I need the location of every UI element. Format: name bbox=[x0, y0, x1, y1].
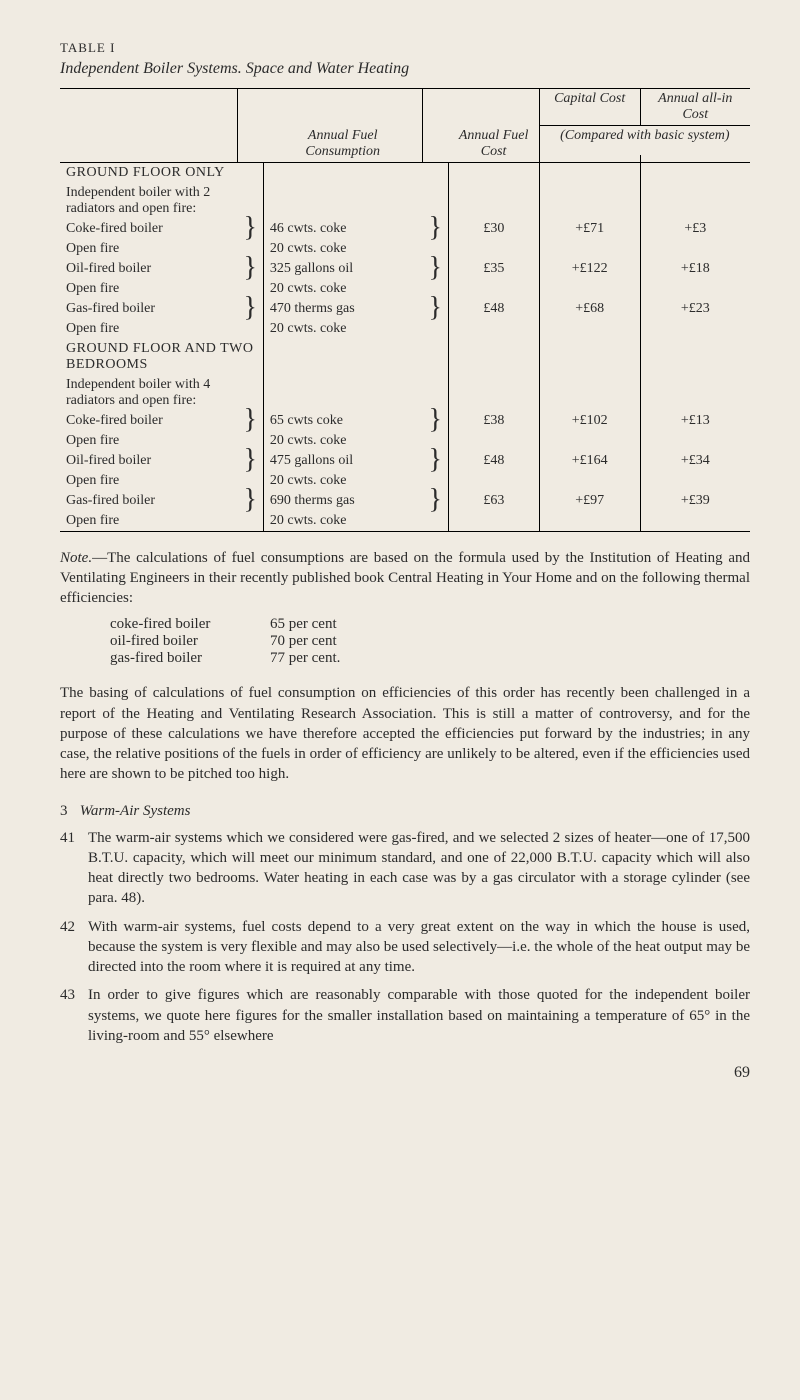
table-title: Independent Boiler Systems. Space and Wa… bbox=[60, 60, 750, 78]
list-item: coke-fired boiler 65 per cent bbox=[110, 616, 750, 633]
eff-value: 77 per cent. bbox=[270, 650, 340, 667]
g2r0-fuel2: 20 cwts. coke bbox=[263, 431, 422, 451]
th-allin-cost: Annual all-in Cost bbox=[640, 89, 750, 126]
g2r1-fuel2: 20 cwts. coke bbox=[263, 471, 422, 491]
note-text: —The calculations of fuel consumptions a… bbox=[60, 550, 750, 607]
g2r2-fuel2: 20 cwts. coke bbox=[263, 511, 422, 532]
g2r0-cap: +£102 bbox=[539, 411, 640, 451]
th-annual-fuel-cost: Annual Fuel Cost bbox=[449, 126, 540, 163]
g2r2-allin: +£39 bbox=[640, 491, 750, 532]
g1r0-fuel1: 46 cwts. coke bbox=[263, 219, 422, 239]
para-text: The warm-air systems which we considered… bbox=[88, 828, 750, 909]
g1r0-cost: £30 bbox=[449, 219, 540, 259]
brace-icon: } bbox=[237, 299, 263, 339]
g2r1-fuel1: 475 gallons oil bbox=[263, 451, 422, 471]
paragraph-43: 43 In order to give figures which are re… bbox=[60, 985, 750, 1046]
brace-icon: } bbox=[237, 491, 263, 532]
g2r2-sys1: Gas-fired boiler bbox=[60, 491, 237, 511]
list-item: gas-fired boiler 77 per cent. bbox=[110, 650, 750, 667]
g2r1-allin: +£34 bbox=[640, 451, 750, 491]
g1r0-fuel2: 20 cwts. coke bbox=[263, 239, 422, 259]
g1r1-cap: +£122 bbox=[539, 259, 640, 299]
para-number: 43 bbox=[60, 985, 88, 1046]
g2r1-sys1: Oil-fired boiler bbox=[60, 451, 237, 471]
eff-value: 65 per cent bbox=[270, 616, 337, 633]
section-number: 3 bbox=[60, 803, 76, 820]
para-text: In order to give figures which are reaso… bbox=[88, 985, 750, 1046]
section-title: Warm-Air Systems bbox=[80, 803, 191, 819]
g2r0-cost: £38 bbox=[449, 411, 540, 451]
g1r0-allin: +£3 bbox=[640, 219, 750, 259]
paragraph-41: 41 The warm-air systems which we conside… bbox=[60, 828, 750, 909]
g1r2-sys2: Open fire bbox=[60, 319, 237, 339]
g1r1-sys2: Open fire bbox=[60, 279, 237, 299]
th-annual-fuel-consumption: Annual Fuel Consumption bbox=[263, 126, 422, 163]
g1r2-fuel1: 470 therms gas bbox=[263, 299, 422, 319]
th-capital-cost: Capital Cost bbox=[539, 89, 640, 126]
brace-icon: } bbox=[423, 299, 449, 339]
para-text: With warm-air systems, fuel costs depend… bbox=[88, 917, 750, 978]
g1r2-fuel2: 20 cwts. coke bbox=[263, 319, 422, 339]
g2r1-cap: +£164 bbox=[539, 451, 640, 491]
efficiency-list: coke-fired boiler 65 per cent oil-fired … bbox=[110, 616, 750, 667]
note-paragraph: Note.—The calculations of fuel consumpti… bbox=[60, 548, 750, 609]
group1-heading: GROUND FLOOR ONLY bbox=[60, 162, 263, 183]
g2r1-sys2: Open fire bbox=[60, 471, 237, 491]
g1r2-allin: +£23 bbox=[640, 299, 750, 339]
group2-subheading: Independent boiler with 4 radiators and … bbox=[60, 375, 263, 411]
g2r0-sys2: Open fire bbox=[60, 431, 237, 451]
g1r1-allin: +£18 bbox=[640, 259, 750, 299]
g2r2-cost: £63 bbox=[449, 491, 540, 532]
para-number: 42 bbox=[60, 917, 88, 978]
list-item: oil-fired boiler 70 per cent bbox=[110, 633, 750, 650]
note-paragraph-2: The basing of calculations of fuel consu… bbox=[60, 683, 750, 784]
g1r1-sys1: Oil-fired boiler bbox=[60, 259, 237, 279]
g2r0-sys1: Coke-fired boiler bbox=[60, 411, 237, 431]
g1r0-sys1: Coke-fired boiler bbox=[60, 219, 237, 239]
para-number: 41 bbox=[60, 828, 88, 909]
g2r2-cap: +£97 bbox=[539, 491, 640, 532]
th-compared-with: (Compared with basic system) bbox=[539, 126, 750, 156]
brace-icon: } bbox=[423, 491, 449, 532]
g1r2-cap: +£68 bbox=[539, 299, 640, 339]
eff-value: 70 per cent bbox=[270, 633, 337, 650]
g2r2-sys2: Open fire bbox=[60, 511, 237, 532]
eff-label: coke-fired boiler bbox=[110, 616, 270, 633]
paragraph-42: 42 With warm-air systems, fuel costs dep… bbox=[60, 917, 750, 978]
g2r1-cost: £48 bbox=[449, 451, 540, 491]
g1r0-cap: +£71 bbox=[539, 219, 640, 259]
group2-heading: GROUND FLOOR AND TWO BEDROOMS bbox=[60, 339, 263, 375]
g1r1-cost: £35 bbox=[449, 259, 540, 299]
g2r0-fuel1: 65 cwts coke bbox=[263, 411, 422, 431]
table-label: TABLE I bbox=[60, 40, 750, 56]
group1-subheading: Independent boiler with 2 radiators and … bbox=[60, 183, 263, 219]
page-number: 69 bbox=[60, 1064, 750, 1082]
g1r2-cost: £48 bbox=[449, 299, 540, 339]
g2r2-fuel1: 690 therms gas bbox=[263, 491, 422, 511]
g1r1-fuel1: 325 gallons oil bbox=[263, 259, 422, 279]
eff-label: gas-fired boiler bbox=[110, 650, 270, 667]
g1r0-sys2: Open fire bbox=[60, 239, 237, 259]
g1r1-fuel2: 20 cwts. coke bbox=[263, 279, 422, 299]
g2r0-allin: +£13 bbox=[640, 411, 750, 451]
g1r2-sys1: Gas-fired boiler bbox=[60, 299, 237, 319]
eff-label: oil-fired boiler bbox=[110, 633, 270, 650]
section-heading: 3 Warm-Air Systems bbox=[60, 803, 750, 820]
boiler-table: Capital Cost Annual all-in Cost Annual F… bbox=[60, 88, 750, 532]
note-label: Note. bbox=[60, 550, 92, 566]
